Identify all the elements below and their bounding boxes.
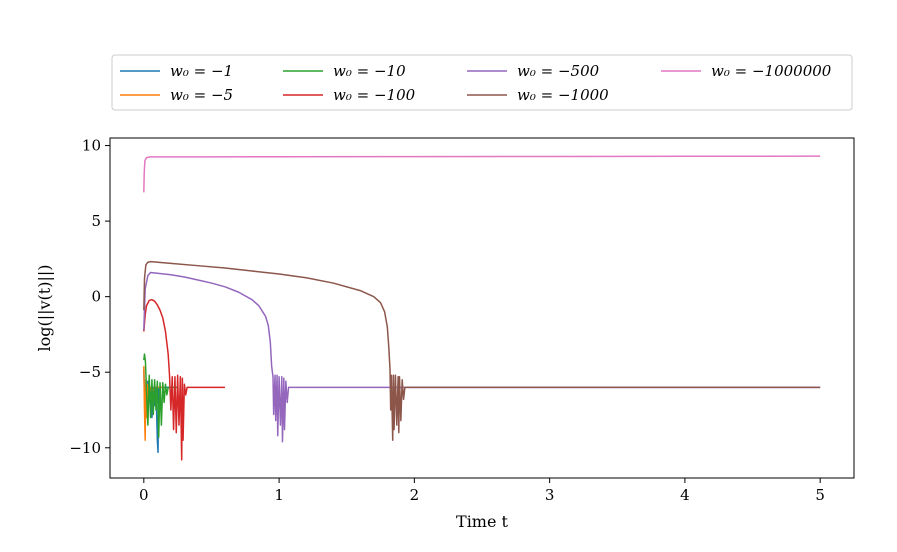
series-line-5: [143, 260, 821, 441]
y-tick-label: 10: [82, 137, 101, 155]
x-tick-label: 5: [815, 486, 825, 504]
x-tick-label: 3: [545, 486, 555, 504]
legend-entry-4: w₀ = −500: [467, 62, 600, 80]
series-layer: [143, 155, 821, 461]
legend-items: w₀ = −1 w₀ = −5 w₀ = −10 w₀ = −100 w₀ = −500…: [120, 62, 832, 104]
legend: w₀ = −1 w₀ = −5 w₀ = −10 w₀ = −100 w₀ = −500…: [111, 54, 853, 111]
legend-label: w₀ = −1000: [517, 86, 609, 104]
x-axis-label: Time t: [456, 512, 509, 531]
y-axis-label: log(||v(t)||): [35, 265, 54, 352]
legend-entry-1: w₀ = −5: [120, 86, 233, 104]
series-line-2: [143, 353, 178, 438]
y-axis-ticks: −10 −5 0 5 10: [69, 137, 110, 457]
legend-entry-5: w₀ = −1000: [467, 86, 609, 104]
series-line-4: [143, 271, 821, 443]
y-tick-label: 0: [91, 288, 101, 306]
x-tick-label: 4: [680, 486, 690, 504]
series-line-6: [143, 155, 821, 193]
plot-frame: [109, 137, 855, 479]
legend-label: w₀ = −5: [170, 86, 233, 104]
y-tick-label: 5: [91, 212, 101, 230]
series-line-3: [143, 298, 225, 461]
legend-entry-6: w₀ = −1000000: [661, 62, 832, 80]
legend-entry-3: w₀ = −100: [283, 86, 416, 104]
x-axis-ticks: 0 1 2 3 4 5: [139, 478, 825, 504]
x-tick-label: 1: [274, 486, 284, 504]
legend-label: w₀ = −500: [517, 62, 600, 80]
legend-frame: [111, 54, 853, 111]
legend-label: w₀ = −10: [333, 62, 406, 80]
x-tick-label: 0: [139, 486, 149, 504]
y-tick-label: −5: [79, 363, 101, 381]
legend-entry-2: w₀ = −10: [283, 62, 406, 80]
y-tick-label: −10: [69, 439, 101, 457]
legend-label: w₀ = −1: [170, 62, 233, 80]
legend-label: w₀ = −100: [333, 86, 416, 104]
x-tick-label: 2: [410, 486, 420, 504]
legend-entry-0: w₀ = −1: [120, 62, 233, 80]
legend-label: w₀ = −1000000: [711, 62, 832, 80]
